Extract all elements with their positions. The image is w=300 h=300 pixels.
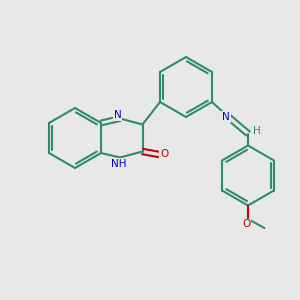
- Text: O: O: [160, 149, 169, 160]
- Text: N: N: [222, 112, 230, 122]
- Text: O: O: [242, 219, 250, 230]
- Text: N: N: [114, 110, 122, 120]
- Text: NH: NH: [111, 159, 126, 169]
- Text: H: H: [253, 126, 260, 136]
